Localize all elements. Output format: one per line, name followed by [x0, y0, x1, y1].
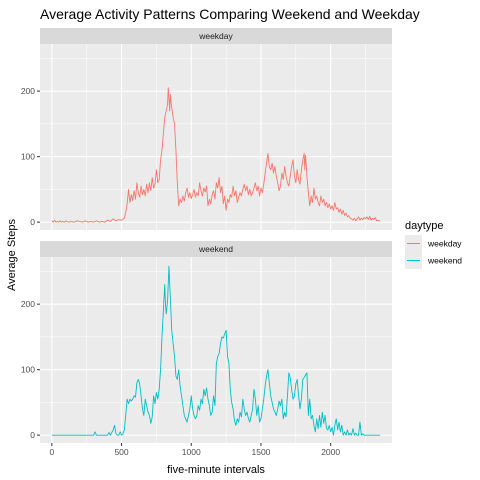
x-tick-label: 1000 — [182, 447, 201, 457]
legend-title: daytype — [405, 220, 444, 232]
y-tick-label: 100 — [21, 365, 35, 375]
legend-label-weekday: weekday — [427, 239, 462, 249]
y-tick-label: 0 — [30, 430, 35, 440]
legend-item-weekday: weekday — [405, 235, 462, 252]
panel-background-weekend — [40, 257, 392, 443]
strip-label-weekend: weekend — [198, 244, 233, 254]
x-tick-label: 0 — [49, 447, 54, 457]
panel-background-weekday — [40, 44, 392, 230]
legend-item-weekend: weekend — [405, 252, 462, 269]
series-line-weekend — [51, 265, 381, 436]
legend-label-weekend: weekend — [427, 256, 462, 266]
x-tick-label: 2000 — [321, 447, 340, 457]
legend-items: weekday weekend — [405, 235, 462, 269]
series-line-weekday — [51, 87, 381, 223]
strip-label-weekday: weekday — [198, 31, 233, 41]
y-tick-label: 0 — [30, 217, 35, 227]
y-axis-title: Average Steps — [6, 219, 18, 291]
x-axis-title: five-minute intervals — [167, 464, 265, 476]
chart-title: Average Activity Patterns Comparing Week… — [40, 6, 420, 22]
legend: daytype weekday weekend — [405, 220, 462, 269]
strip-weekday — [40, 28, 392, 44]
y-tick-label: 200 — [21, 299, 35, 309]
panel-weekday: weekday 0 100 200 — [21, 28, 392, 230]
y-tick-label: 100 — [21, 152, 35, 162]
y-tick-label: 200 — [21, 86, 35, 96]
x-tick-label: 500 — [114, 447, 128, 457]
x-tick-label: 1500 — [251, 447, 270, 457]
strip-weekend — [40, 241, 392, 257]
